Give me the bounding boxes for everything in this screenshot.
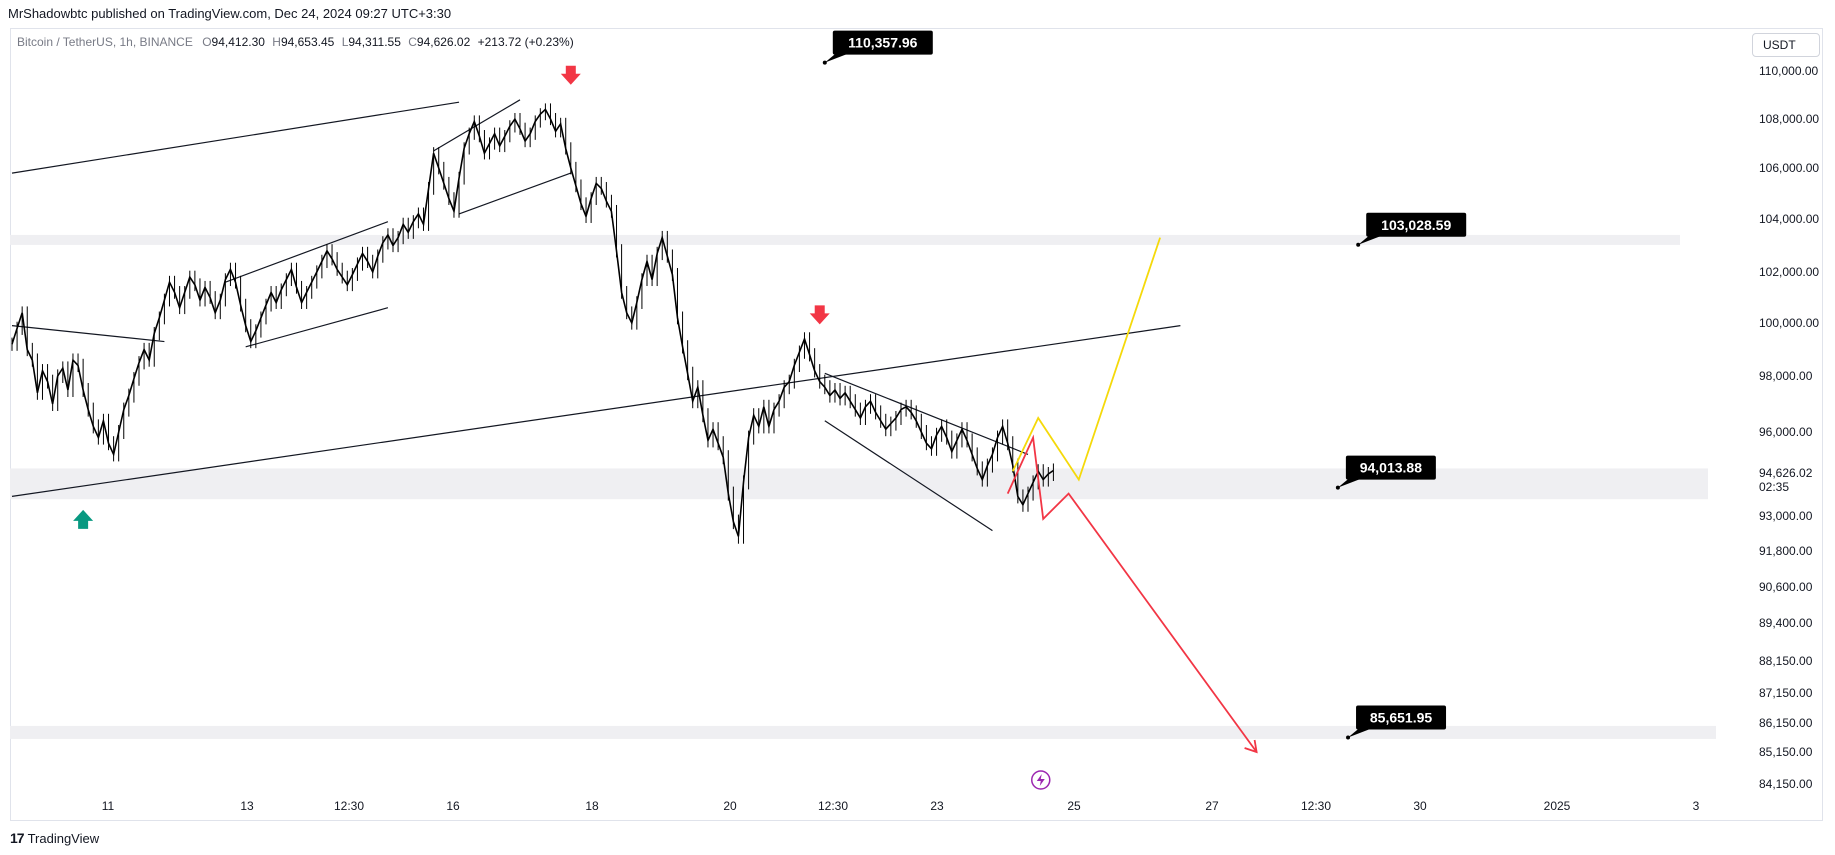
y-tick-label: 102,000.00 [1759, 265, 1819, 279]
x-tick-label: 20 [723, 799, 737, 813]
x-tick-label: 12:30 [334, 799, 364, 813]
y-tick-label: 96,000.00 [1759, 425, 1813, 439]
x-tick-label: 3 [1693, 799, 1700, 813]
callout-anchor [1356, 242, 1361, 247]
callout-anchor [822, 60, 827, 65]
trendline-5[interactable] [433, 99, 521, 152]
trendline-2[interactable] [11, 325, 1181, 497]
x-tick-label: 2025 [1544, 799, 1571, 813]
publish-line: MrShadowbtc published on TradingView.com… [8, 6, 452, 21]
arrow-up-icon [73, 509, 94, 529]
symbol-legend: Bitcoin / TetherUS, 1h, BINANCE O94,412.… [17, 35, 574, 49]
trendline-8[interactable] [824, 420, 993, 532]
y-tick-label: 86,150.00 [1759, 716, 1813, 730]
x-tick-label: 25 [1067, 799, 1081, 813]
open-label: O [202, 35, 212, 49]
y-tick-label: 108,000.00 [1759, 112, 1819, 126]
symbol-name[interactable]: Bitcoin / TetherUS, 1h, BINANCE [17, 35, 193, 49]
tradingview-logo[interactable]: 17 TradingView [10, 830, 99, 846]
x-tick-label: 11 [102, 799, 115, 813]
x-tick-label: 23 [930, 799, 944, 813]
bar-countdown-label: 02:35 [1759, 480, 1789, 494]
price-line [11, 108, 1054, 537]
callout-box[interactable] [832, 30, 933, 55]
open-value: 94,412.30 [211, 35, 265, 49]
callout-box[interactable] [1366, 212, 1467, 237]
y-tick-label: 88,150.00 [1759, 654, 1813, 668]
y-tick-label: 90,600.00 [1759, 580, 1813, 594]
y-axis: 110,000.00 108,000.00 106,000.00 104,000.00… [1759, 64, 1819, 791]
trendline-4[interactable] [245, 307, 389, 348]
chart-frame[interactable] [10, 28, 1823, 821]
callout-label: 103,028.59 [1381, 217, 1451, 233]
logo-text: TradingView [27, 830, 100, 846]
x-tick-label: 27 [1205, 799, 1219, 813]
trendline-6[interactable] [458, 172, 572, 215]
x-tick-label: 30 [1413, 799, 1427, 813]
trendline-7[interactable] [824, 372, 1029, 455]
scenario-up-path[interactable] [1011, 237, 1161, 482]
scenario-down-path[interactable] [1006, 434, 1258, 753]
arrow-down-icon [809, 305, 830, 325]
y-tick-label: 85,150.00 [1759, 745, 1813, 759]
y-tick-label: 91,800.00 [1759, 544, 1813, 558]
callout-label: 110,357.96 [848, 35, 918, 51]
callout-label: 85,651.95 [1370, 709, 1432, 725]
callout-pointer [1358, 234, 1385, 245]
zone-1[interactable] [10, 468, 1708, 500]
price-callouts: 110,357.96 103,028.59 94,013.88 85,651.95 [822, 30, 1467, 740]
price-series [11, 103, 1054, 544]
callout-pointer [1337, 477, 1364, 488]
callout-box[interactable] [1345, 455, 1436, 480]
arrow-down-icon [560, 65, 581, 85]
logo-mark: 17 [10, 830, 25, 846]
close-value: 94,626.02 [416, 35, 471, 49]
zone-2[interactable] [10, 725, 1716, 739]
lightning-glyph [1036, 774, 1045, 786]
signal-arrows [73, 65, 830, 529]
x-tick-label: 18 [585, 799, 599, 813]
y-tick-label: 110,000.00 [1759, 64, 1818, 78]
x-tick-label: 13 [240, 799, 254, 813]
y-tick-label: 93,000.00 [1759, 509, 1813, 523]
x-tick-label: 16 [446, 799, 460, 813]
scenario-down-arrowhead [1244, 739, 1258, 754]
trendlines [11, 99, 1181, 532]
y-tick-label: 98,000.00 [1759, 369, 1813, 383]
high-value: 94,653.45 [280, 35, 335, 49]
trendline-1[interactable] [11, 325, 165, 343]
y-tick-label: 104,000.00 [1759, 212, 1819, 226]
y-tick-label: 89,400.00 [1759, 616, 1813, 630]
zone-0[interactable] [10, 234, 1680, 245]
low-label: L [341, 35, 349, 49]
y-tick-label: 87,150.00 [1759, 686, 1813, 700]
change-value: +213.72 (+0.23%) [477, 35, 574, 49]
currency-button[interactable]: USDT [1752, 33, 1820, 57]
trendline-3[interactable] [225, 221, 389, 283]
y-tick-label: 106,000.00 [1759, 161, 1819, 175]
callout-box[interactable] [1356, 705, 1447, 730]
x-tick-label: 12:30 [1301, 799, 1331, 813]
high-label: H [272, 35, 281, 49]
event-marker [1031, 770, 1051, 790]
x-tick-label: 12:30 [818, 799, 848, 813]
callout-label: 94,013.88 [1360, 460, 1422, 476]
x-axis: 11 13 12:30 16 18 20 12:30 23 25 27 12:30 30 2025 3 [102, 799, 1700, 813]
y-tick-label: 84,150.00 [1759, 777, 1813, 791]
y-tick-label: 100,000.00 [1759, 316, 1819, 330]
last-price-label: 94,626.02 [1759, 466, 1813, 480]
scenario-paths [1006, 237, 1258, 754]
low-value: 94,311.55 [348, 35, 401, 49]
trendline-0[interactable] [11, 101, 460, 174]
callout-anchor [1346, 735, 1351, 740]
callout-anchor [1335, 485, 1340, 490]
callout-pointer [824, 52, 851, 63]
close-label: C [408, 35, 417, 49]
callout-pointer [1348, 727, 1375, 738]
